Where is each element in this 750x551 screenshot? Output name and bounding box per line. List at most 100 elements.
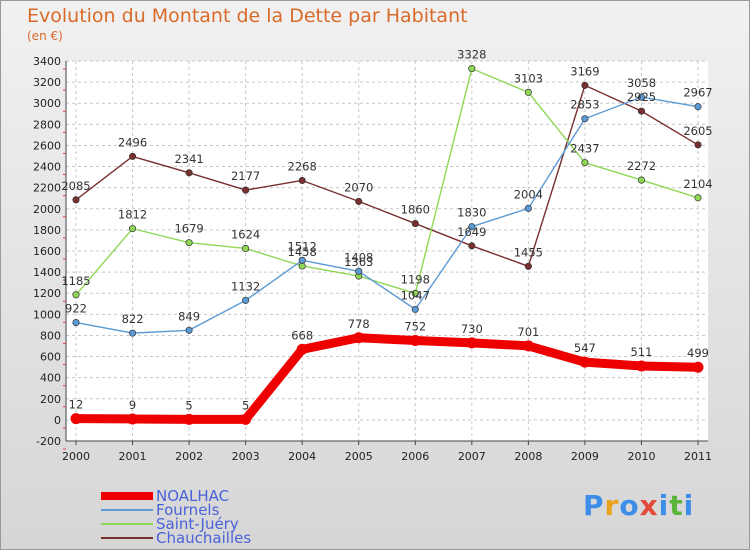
legend-swatch	[101, 537, 153, 539]
data-point	[127, 413, 139, 425]
data-label: 1198	[401, 272, 430, 286]
proxiti-logo: Proxiti	[583, 489, 694, 522]
data-point	[694, 194, 702, 202]
x-tick-label: 2011	[684, 450, 712, 463]
data-label: 3169	[570, 64, 599, 78]
data-label: 12	[69, 398, 84, 412]
y-tick-label: -200	[36, 435, 61, 448]
y-tick-label: 2000	[33, 203, 61, 216]
data-label: 5	[242, 398, 249, 412]
x-tick-label: 2001	[119, 450, 147, 463]
x-tick-label: 2004	[288, 450, 316, 463]
data-label: 1679	[174, 222, 203, 236]
data-label: 922	[65, 302, 87, 316]
data-point	[637, 93, 646, 101]
data-point	[353, 332, 365, 344]
data-point	[298, 176, 306, 185]
x-tick-label: 2010	[627, 450, 655, 463]
data-label: 2437	[570, 142, 599, 156]
data-point	[128, 225, 137, 233]
legend-label: NOALHAC	[156, 487, 230, 505]
data-point	[637, 107, 646, 115]
series-line-fournels	[75, 96, 699, 334]
data-label: 5	[185, 398, 192, 412]
legend-label: Fournels	[156, 501, 220, 519]
data-point	[185, 169, 193, 177]
y-tick-label: 1200	[33, 287, 61, 300]
data-point	[468, 65, 476, 73]
data-point	[411, 289, 419, 297]
y-tick-label: 1600	[33, 245, 61, 258]
legend-swatch	[101, 492, 153, 500]
logo-letter: P	[583, 489, 605, 522]
y-tick-label: 1400	[33, 266, 61, 279]
data-point	[240, 413, 252, 425]
data-point	[72, 196, 80, 204]
y-tick-label: 2200	[33, 182, 61, 195]
logo-letter: x	[639, 489, 659, 522]
x-tick-label: 2008	[514, 450, 542, 463]
legend-swatch	[101, 509, 153, 511]
data-label: 1624	[231, 227, 260, 241]
data-label: 2085	[61, 179, 90, 193]
data-point	[524, 262, 532, 270]
data-label: 2004	[514, 187, 543, 201]
series-line-saint-ju-ry	[75, 67, 699, 296]
logo-letter: o	[619, 489, 640, 522]
data-label: 668	[291, 328, 313, 342]
data-label: 2104	[683, 177, 712, 191]
data-label: 1047	[401, 288, 430, 302]
data-point	[185, 239, 193, 247]
data-point	[637, 176, 646, 184]
data-point	[581, 115, 589, 123]
data-point	[411, 220, 419, 228]
data-point	[296, 343, 308, 355]
data-point	[522, 340, 534, 352]
data-point	[635, 360, 647, 372]
y-tick-label: 1000	[33, 308, 61, 321]
data-point	[298, 256, 306, 264]
data-label: 3328	[457, 48, 486, 62]
data-label: 1649	[457, 225, 486, 239]
legend-label: Chauchailles	[156, 529, 252, 547]
legend-swatch	[101, 523, 153, 525]
data-point	[468, 223, 476, 231]
y-tick-label: 600	[40, 351, 61, 364]
data-label: 752	[404, 320, 426, 334]
data-point	[355, 267, 363, 275]
y-tick-label: 1800	[33, 224, 61, 237]
data-label: 1408	[344, 250, 373, 264]
logo-letter: r	[604, 489, 620, 522]
data-label: 1185	[61, 274, 90, 288]
data-point	[185, 326, 193, 334]
data-label: 1860	[401, 203, 430, 217]
x-tick-label: 2002	[175, 450, 203, 463]
logo-letter: i	[658, 489, 670, 522]
data-label: 511	[630, 345, 652, 359]
x-tick-label: 2005	[345, 450, 373, 463]
data-label: 2925	[627, 90, 656, 104]
data-point	[128, 152, 137, 160]
data-point	[468, 242, 476, 250]
data-label: 1458	[288, 245, 317, 259]
data-label: 2177	[231, 169, 260, 183]
data-point	[524, 88, 532, 96]
data-point	[355, 197, 363, 205]
data-point	[242, 186, 250, 194]
y-tick-label: 2400	[33, 161, 61, 174]
x-tick-label: 2007	[458, 450, 486, 463]
data-label: 2496	[118, 135, 147, 149]
data-label: 701	[517, 325, 539, 339]
data-point	[694, 103, 702, 111]
logo-letter: i	[683, 489, 695, 522]
data-label: 822	[122, 312, 144, 326]
series-line-chauchailles	[75, 84, 699, 268]
data-point	[72, 319, 80, 327]
logo-letter: t	[669, 489, 684, 522]
data-label: 2853	[570, 98, 599, 112]
data-point	[579, 356, 591, 368]
data-label: 2268	[288, 159, 317, 173]
y-tick-label: 400	[40, 372, 61, 385]
data-label: 499	[687, 346, 709, 360]
